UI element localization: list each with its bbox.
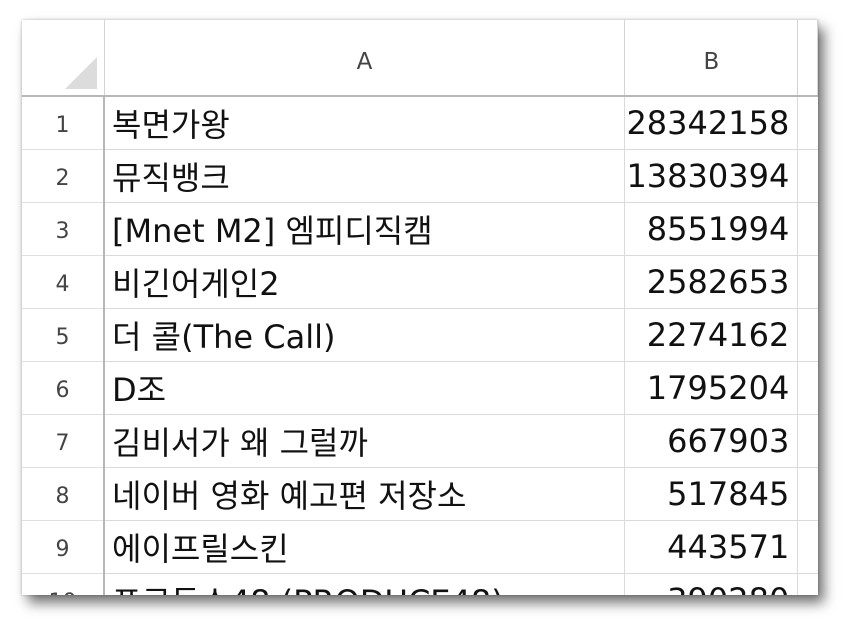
cell-empty[interactable] [797,149,818,203]
column-header-c[interactable] [797,20,818,97]
row-header[interactable]: 1 [22,96,106,150]
spreadsheet-grid: A B 1 복면가왕 28342158 2 뮤직뱅크 13830394 3 [Mnet M2]… [22,20,818,595]
cell-name[interactable]: 김비서가 왜 그럴까 [104,414,626,468]
row-header[interactable]: 9 [22,520,106,574]
cell-empty[interactable] [797,308,818,362]
cell-value[interactable]: 443571 [624,520,799,574]
row-header[interactable]: 7 [22,414,106,468]
cell-name[interactable]: 뮤직뱅크 [104,149,626,203]
table-row: 3 [Mnet M2] 엠피디직캠 8551994 [22,202,818,256]
row-header[interactable]: 3 [22,202,106,256]
cell-value[interactable]: 1795204 [624,361,799,415]
cell-value[interactable]: 2274162 [624,308,799,362]
select-all-corner[interactable] [22,20,105,97]
cell-value[interactable]: 2582653 [624,255,799,309]
table-row: 2 뮤직뱅크 13830394 [22,149,818,203]
table-row: 10프로듀스48 (PRODUCE48)390280 [22,573,818,595]
cell-empty[interactable] [797,467,818,521]
cell-name[interactable]: 에이프릴스킨 [104,520,626,574]
cell-name[interactable]: 비긴어게인2 [104,255,626,309]
cell-name[interactable]: [Mnet M2] 엠피디직캠 [104,202,626,256]
cell-name[interactable]: D조 [104,361,626,415]
table-row: 6 D조 1795204 [22,361,818,415]
cell-value[interactable]: 13830394 [624,149,799,203]
column-header-b[interactable]: B [624,20,799,97]
column-header-a[interactable]: A [104,20,626,97]
cell-empty[interactable] [797,361,818,415]
table-row: 4 비긴어게인2 2582653 [22,255,818,309]
worksheet-table: A B 1 복면가왕 28342158 2 뮤직뱅크 13830394 3 [Mnet M2]… [22,20,818,595]
cell-value[interactable]: 28342158 [624,96,799,150]
table-row: 7 김비서가 왜 그럴까 667903 [22,414,818,468]
cell-empty[interactable] [797,520,818,574]
cell-value[interactable]: 8551994 [624,202,799,256]
row-header[interactable]: 10 [22,573,106,595]
cell-name[interactable]: 더 콜(The Call) [104,308,626,362]
row-header[interactable]: 2 [22,149,106,203]
row-header[interactable]: 8 [22,467,106,521]
row-header[interactable]: 5 [22,308,106,362]
cell-empty[interactable] [797,414,818,468]
cell-empty[interactable] [797,573,818,595]
cell-name[interactable]: 네이버 영화 예고편 저장소 [104,467,626,521]
row-header[interactable]: 4 [22,255,106,309]
cell-value[interactable]: 517845 [624,467,799,521]
cell-name[interactable]: 프로듀스48 (PRODUCE48) [104,573,626,595]
cell-name[interactable]: 복면가왕 [104,96,626,150]
row-header[interactable]: 6 [22,361,106,415]
cell-empty[interactable] [797,255,818,309]
select-all-triangle-icon [64,57,97,89]
cell-value[interactable]: 390280 [624,573,799,595]
cell-empty[interactable] [797,202,818,256]
table-row: 8 네이버 영화 예고편 저장소 517845 [22,467,818,521]
cell-value[interactable]: 667903 [624,414,799,468]
cell-empty[interactable] [797,96,818,150]
table-row: 9 에이프릴스킨 443571 [22,520,818,574]
table-row: 1 복면가왕 28342158 [22,96,818,150]
